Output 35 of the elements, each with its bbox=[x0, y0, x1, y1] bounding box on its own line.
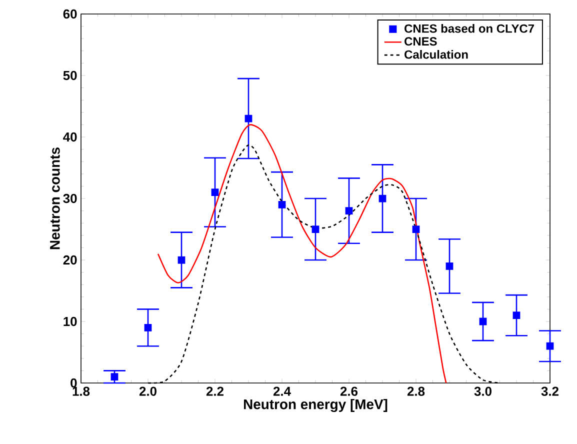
x-tick-label: 2.4 bbox=[273, 386, 291, 396]
point bbox=[446, 262, 454, 270]
y-tick-label: 40 bbox=[63, 132, 77, 142]
point bbox=[412, 226, 420, 233]
point bbox=[178, 256, 186, 264]
x-tick-label: 2.6 bbox=[340, 386, 358, 396]
y-tick-label: 10 bbox=[64, 316, 77, 326]
x-tick-label: 3.0 bbox=[474, 386, 492, 396]
y-tick-label: 0 bbox=[70, 378, 77, 388]
y-tick-label: 50 bbox=[63, 70, 77, 80]
point bbox=[479, 318, 487, 326]
point bbox=[110, 373, 118, 381]
point bbox=[546, 342, 554, 350]
point bbox=[378, 194, 386, 202]
legend-label: CNES based on CLYC7 bbox=[404, 24, 534, 33]
point bbox=[278, 200, 286, 208]
x-tick-label: 2.2 bbox=[206, 386, 224, 396]
point bbox=[312, 226, 320, 233]
x-tick-label: 2.8 bbox=[407, 386, 425, 396]
y-tick-label: 60 bbox=[63, 9, 77, 19]
legend-label: CNES bbox=[404, 37, 437, 46]
point bbox=[345, 207, 353, 214]
point bbox=[211, 188, 219, 196]
x-axis-title: Neutron energy [MeV] bbox=[244, 398, 388, 412]
point bbox=[144, 324, 152, 332]
y-tick-label: 30 bbox=[63, 194, 77, 204]
x-tick-label: 2.0 bbox=[139, 386, 156, 396]
x-tick-label: 1.8 bbox=[72, 386, 90, 396]
line-series bbox=[157, 124, 447, 384]
x-tick-label: 3.2 bbox=[541, 386, 558, 396]
y-axis-title: Neutron counts bbox=[50, 148, 60, 250]
point bbox=[512, 312, 520, 320]
y-tick-label: 20 bbox=[63, 255, 77, 265]
legend-label: Calculation bbox=[404, 50, 468, 59]
point bbox=[244, 114, 252, 122]
